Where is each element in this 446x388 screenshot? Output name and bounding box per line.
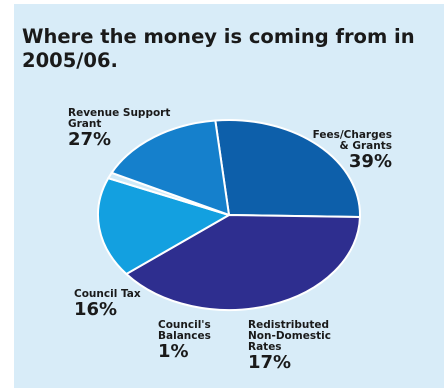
label-revenue-support-grant: Revenue Support Grant 27% xyxy=(68,108,170,150)
label-council-tax-pct: 16% xyxy=(74,300,141,320)
label-revenue-support-grant-pct: 27% xyxy=(68,130,170,150)
label-fees-charges-grants: Fees/Charges & Grants 39% xyxy=(286,130,392,172)
label-councils-balances: Council's Balances 1% xyxy=(158,320,211,362)
label-councils-balances-pct: 1% xyxy=(158,342,211,362)
label-council-tax: Council Tax 16% xyxy=(74,289,141,320)
label-redistributed-non-domestic-rates: Redistributed Non-Domestic Rates 17% xyxy=(248,320,331,373)
label-redistributed-pct: 17% xyxy=(248,353,331,373)
label-fees-charges-grants-pct: 39% xyxy=(286,152,392,172)
